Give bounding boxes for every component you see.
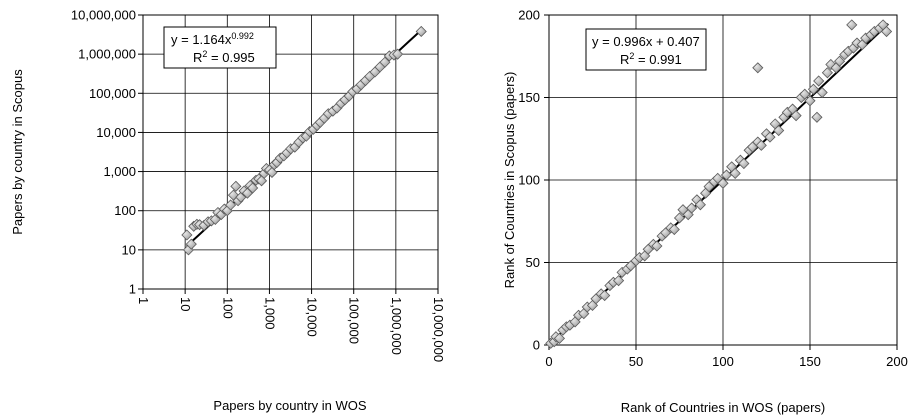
y-tick-label-2: 100: [518, 173, 540, 188]
chart-rank-comparison: 0 50 100 150 200 0 50 100 150 200 Rank of Countr…: [502, 8, 908, 416]
data-point-1: [415, 25, 427, 38]
data-point-2: [553, 332, 566, 344]
chart-papers-log-log: 1 10 100 1,000 10,000 100,000 1,000,000 10,000,…: [10, 8, 446, 414]
equation-text-1: y = 1.164x: [171, 32, 232, 47]
data-point-2: [651, 240, 663, 252]
data-point-2: [613, 275, 625, 287]
x-tick-label-2: 100: [712, 354, 734, 369]
y-tick-labels-2: 0 50 100 150 200: [518, 8, 540, 353]
data-point-2: [880, 25, 893, 38]
x-axis-label-1: Papers by country in WOS: [213, 398, 366, 413]
x-tick-label-1: 1,000: [262, 297, 277, 330]
data-point-1: [247, 182, 259, 194]
x-axis-label-2: Rank of Countries in WOS (papers): [621, 400, 825, 415]
y-tick-label-1: 10: [122, 242, 136, 257]
svg-text:R2 = 0.991: R2 = 0.991: [620, 51, 682, 67]
y-tick-label-1: 100: [114, 203, 136, 218]
r2-value-1: = 0.995: [207, 50, 254, 65]
r2-prefix-1: R: [193, 50, 202, 65]
data-point-2: [790, 110, 802, 122]
r2-sup-1: 2: [202, 49, 207, 59]
data-point-2: [717, 177, 729, 189]
x-tick-label-2: 0: [545, 354, 552, 369]
y-tick-label-2: 200: [518, 8, 540, 23]
points-2: [545, 19, 893, 349]
r2-sup-2: 2: [629, 51, 634, 61]
data-point-1: [379, 56, 391, 68]
y-tick-label-1: 100,000: [89, 86, 136, 101]
x-tick-label-1: 100,000: [347, 297, 362, 344]
data-point-2: [846, 19, 858, 31]
y-tick-label-2: 50: [526, 255, 540, 270]
x-tick-label-1: 1,000,000: [389, 297, 404, 355]
y-tick-label-1: 1,000,000: [78, 47, 136, 62]
data-point-2: [816, 86, 828, 99]
data-point-2: [764, 131, 776, 143]
data-point-2: [834, 55, 846, 67]
data-point-1: [225, 199, 237, 211]
data-point-2: [773, 124, 785, 137]
y-axis-label-2: Rank of Countries in Scopus (papers): [502, 72, 517, 289]
x-tick-label-2: 50: [629, 354, 643, 369]
data-point-1: [392, 48, 404, 60]
x-tick-labels-1: 1 10 100 1,000 10,000 100,000 1,000,000 10,000,…: [136, 297, 446, 362]
data-point-2: [599, 289, 611, 302]
y-axis-label-1: Papers by country in Scopus: [10, 69, 25, 235]
equation-box-2: y = 0.996x + 0.407 R2 = 0.991: [585, 28, 707, 71]
data-point-2: [813, 75, 825, 87]
data-point-2: [807, 83, 820, 95]
x-tick-label-1: 10: [178, 297, 193, 311]
points-1: [181, 25, 427, 256]
x-tick-label-2: 150: [799, 354, 821, 369]
data-point-2: [821, 67, 833, 79]
r2-value-2: = 0.991: [634, 52, 681, 67]
y-tick-label-2: 150: [518, 90, 540, 105]
data-point-1: [181, 229, 193, 241]
y-tick-labels-1: 1 10 100 1,000 10,000 100,000 1,000,000 10,000,…: [71, 8, 136, 297]
x-tick-label-1: 1: [136, 297, 151, 304]
equation-text-2: y = 0.996x + 0.407: [592, 34, 700, 49]
data-point-2: [799, 88, 811, 100]
y-tick-label-1: 10,000,000: [71, 8, 136, 23]
equation-exponent-1: 0.992: [231, 31, 254, 41]
x-tick-label-2: 200: [886, 354, 908, 369]
x-tick-labels-2: 0 50 100 150 200: [545, 354, 907, 369]
data-point-2: [673, 212, 686, 224]
data-point-2: [755, 139, 767, 151]
data-point-2: [668, 223, 680, 236]
data-point-1: [230, 180, 242, 192]
data-point-2: [804, 95, 816, 107]
svg-text:y = 1.164x0.992: y = 1.164x0.992: [171, 31, 254, 47]
data-point-2: [752, 62, 764, 74]
y-tick-label-2: 0: [533, 338, 540, 353]
y-tick-label-1: 1,000: [103, 164, 136, 179]
y-tick-label-1: 10,000: [96, 125, 136, 140]
r2-prefix-2: R: [620, 52, 629, 67]
equation-box-1: y = 1.164x0.992 R2 = 0.995: [163, 26, 277, 69]
x-tick-label-1: 100: [220, 297, 235, 319]
x-tick-label-1: 10,000,000: [431, 297, 446, 362]
data-point-2: [811, 111, 823, 123]
x-tick-label-1: 10,000: [305, 297, 320, 337]
data-point-2: [729, 167, 741, 179]
data-point-2: [738, 157, 750, 170]
data-point-2: [694, 199, 706, 211]
data-point-2: [686, 202, 698, 214]
y-tick-label-1: 1: [129, 282, 136, 297]
data-point-1: [185, 238, 197, 250]
svg-text:R2 = 0.995: R2 = 0.995: [193, 49, 255, 65]
